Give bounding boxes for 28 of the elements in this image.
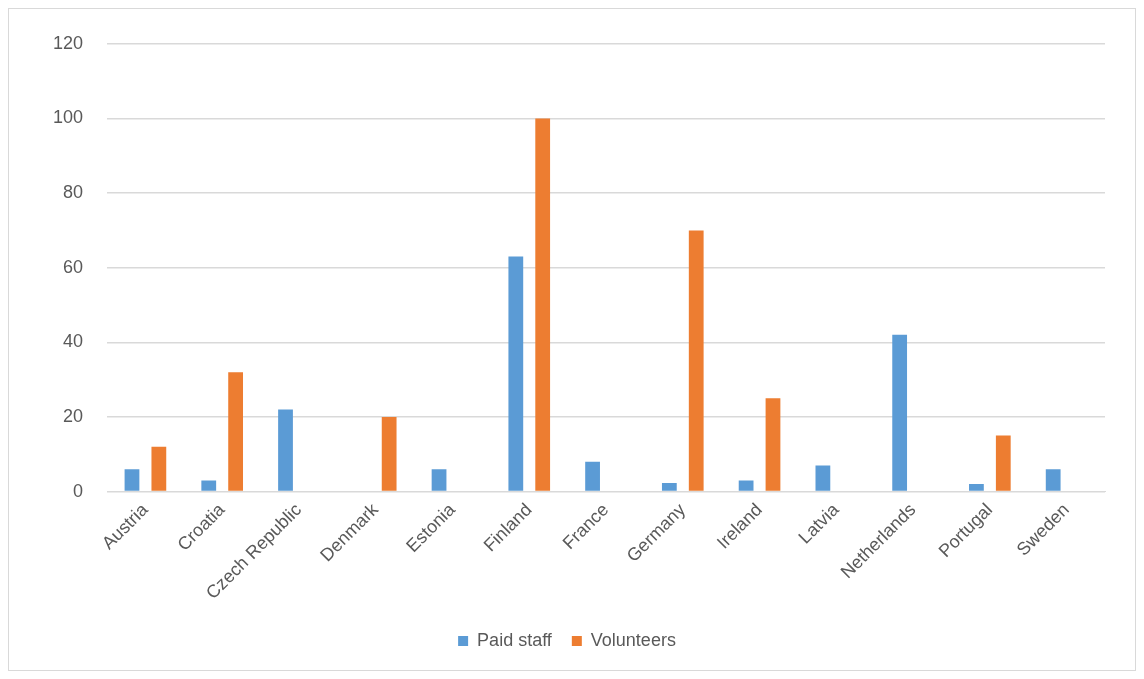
bar [201,480,217,491]
bar [381,416,397,491]
bar [815,465,831,491]
bar [765,398,781,491]
bar [661,483,677,491]
legend-label: Volunteers [590,629,676,650]
bar [892,334,908,491]
y-tick-label: 80 [63,182,84,203]
y-tick-label: 40 [63,331,84,352]
bar [278,409,293,491]
bar [124,469,140,491]
bar [688,230,704,491]
bar [228,372,244,491]
bar [995,435,1011,491]
bar [151,446,167,491]
y-tick-label: 20 [63,405,84,426]
bar [969,484,984,491]
bar [535,118,551,491]
bar [585,461,600,491]
bar [738,480,754,491]
bar [508,256,524,491]
y-tick-label: 100 [52,107,84,128]
legend-label: Paid staff [477,629,553,650]
y-tick-label: 120 [52,32,84,53]
bar [1045,469,1061,491]
bar [431,469,447,491]
y-tick-label: 60 [63,256,84,277]
y-tick-label: 0 [73,480,84,501]
